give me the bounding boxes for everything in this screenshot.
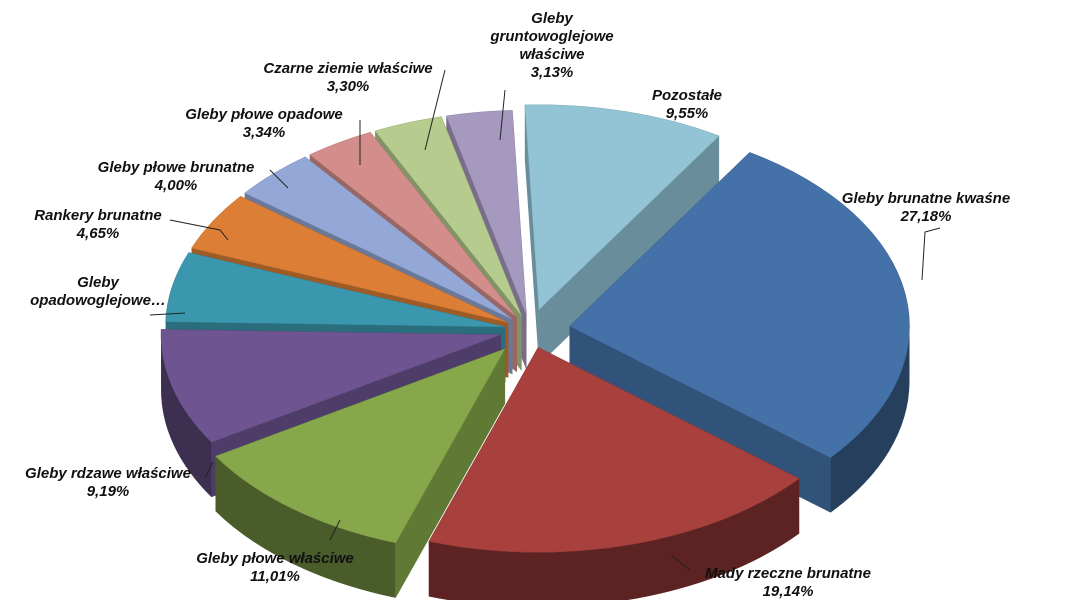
slice-value-label: 9,55% <box>666 105 709 122</box>
leader-line <box>269 169 289 189</box>
pie-slice <box>191 195 509 323</box>
slice-name-label: Gleby płowe opadowe <box>185 106 343 123</box>
slice-name-label: Rankery brunatne <box>34 207 162 224</box>
slice-label: Gleby gruntowoglejowe właściwe 3,13% <box>489 10 613 81</box>
pie-slice <box>244 156 513 320</box>
slice-label: Gleby płowe brunatne 4,00% <box>98 159 255 194</box>
slice-name-label: Pozostałe <box>652 87 722 104</box>
slice-name-label: Gleby <box>531 10 573 27</box>
pie-slice-side <box>428 478 800 600</box>
pie-slice <box>569 152 910 458</box>
leader-line <box>921 227 941 281</box>
leader-line <box>204 461 214 479</box>
slice-label: Gleby brunatne kwaśne 27,18% <box>842 190 1010 225</box>
pie-slice <box>445 110 527 316</box>
slice-label: Pozostałe 9,55% <box>652 87 722 122</box>
slice-value-label: 3,30% <box>327 78 370 95</box>
leader-line <box>329 519 341 541</box>
slice-label: Mady rzeczne brunatne 19,14% <box>705 565 871 600</box>
leader-line <box>499 89 506 141</box>
slice-name-label: Gleby brunatne kwaśne <box>842 190 1010 207</box>
slice-value-label: 3,34% <box>243 124 286 141</box>
pie-slice <box>524 104 720 311</box>
slice-value-label: 27,18% <box>900 208 952 225</box>
pie-slice <box>215 348 506 544</box>
pie-slice-side <box>830 326 910 513</box>
slice-name-label: Gleby rdzawe właściwe <box>25 465 191 482</box>
leader-line <box>169 219 229 241</box>
pie-slice <box>374 116 522 317</box>
slice-value-label: 4,00% <box>154 177 198 194</box>
pie-slice <box>160 329 502 443</box>
slice-name-label: właściwe <box>519 46 584 63</box>
slice-name-label: Gleby <box>77 274 119 291</box>
slice-label: Gleby opadowoglejowe… <box>30 274 166 309</box>
slice-name-label: gruntowoglejowe <box>489 28 613 45</box>
slice-value-label: 11,01% <box>250 568 300 585</box>
pie-slice-side <box>215 456 396 598</box>
slice-label: Gleby rdzawe właściwe 9,19% <box>25 465 191 500</box>
slice-name-label: Mady rzeczne brunatne <box>705 565 871 582</box>
slice-label: Gleby płowe właściwe 11,01% <box>196 550 354 585</box>
slice-name-label: Czarne ziemie właściwe <box>263 60 432 77</box>
slice-name-label: opadowoglejowe… <box>30 292 166 309</box>
slice-label: Gleby płowe opadowe 3,34% <box>185 106 343 141</box>
pie-slice-wall <box>524 104 539 365</box>
slice-label: Czarne ziemie właściwe 3,30% <box>263 60 432 95</box>
slice-value-label: 9,19% <box>87 483 130 500</box>
pie-slice-side <box>161 334 212 498</box>
pie-slice <box>165 252 506 328</box>
leader-line <box>149 312 186 316</box>
slice-name-label: Gleby płowe brunatne <box>98 159 255 176</box>
slice-label: Rankery brunatne 4,65% <box>34 207 162 242</box>
leader-line <box>671 555 691 571</box>
pie-slice <box>309 131 518 318</box>
pie-slice <box>428 346 800 553</box>
slice-value-label: 3,13% <box>531 64 574 81</box>
slice-value-label: 4,65% <box>76 225 120 242</box>
pie-slice-wall <box>538 135 720 365</box>
slice-name-label: Gleby płowe właściwe <box>196 550 354 567</box>
leader-line <box>424 69 446 151</box>
slice-value-label: 19,14% <box>763 583 814 600</box>
